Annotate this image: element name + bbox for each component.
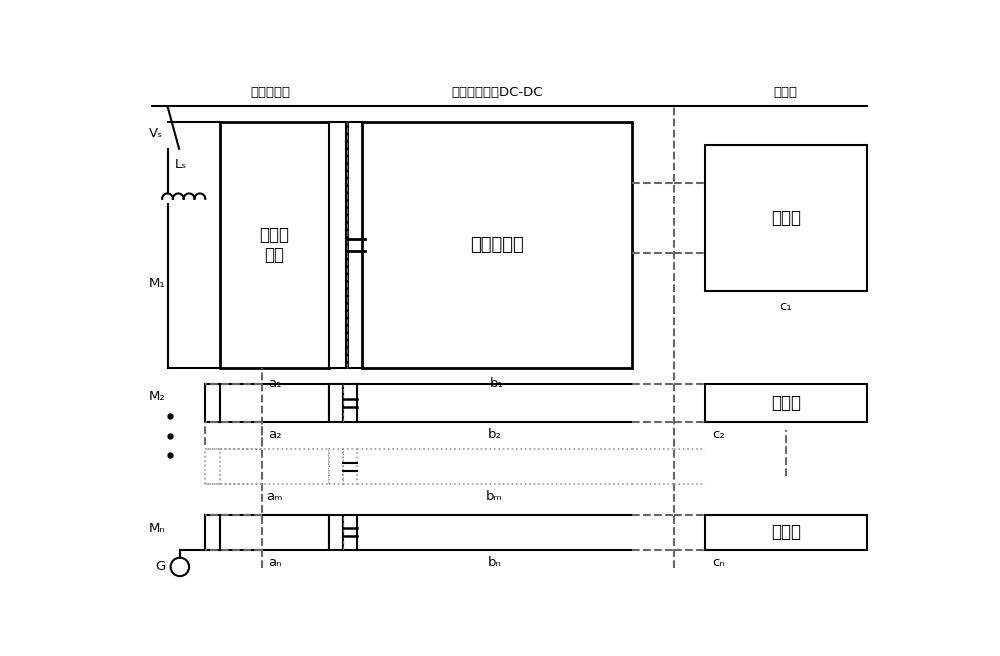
Text: 输出级: 输出级 <box>771 209 801 227</box>
Text: aₙ: aₙ <box>268 556 281 569</box>
Text: cₙ: cₙ <box>713 556 725 569</box>
Text: 中频隔离双向DC-DC: 中频隔离双向DC-DC <box>451 86 543 99</box>
Text: a₂: a₂ <box>268 428 281 441</box>
Text: c₂: c₂ <box>713 428 725 441</box>
Text: G: G <box>156 560 166 573</box>
Text: c₁: c₁ <box>780 300 792 314</box>
Text: M₂: M₂ <box>149 390 166 403</box>
Bar <box>329 449 343 483</box>
Bar <box>220 514 329 550</box>
Text: 级联整流器: 级联整流器 <box>250 86 290 99</box>
Text: aₘ: aₘ <box>266 490 283 503</box>
Bar <box>220 449 329 483</box>
Text: 输出级: 输出级 <box>774 86 798 99</box>
Text: a₁: a₁ <box>268 377 281 390</box>
Text: 输出级: 输出级 <box>771 523 801 541</box>
Bar <box>362 122 632 368</box>
Text: 中频隔离级: 中频隔离级 <box>470 236 524 254</box>
Text: b₁: b₁ <box>490 377 504 390</box>
Bar <box>705 384 867 422</box>
Bar <box>343 384 357 422</box>
Bar <box>329 514 343 550</box>
Bar <box>220 384 329 422</box>
Text: Mₙ: Mₙ <box>149 522 166 535</box>
Text: b₂: b₂ <box>487 428 501 441</box>
Bar <box>348 122 365 368</box>
Text: bₘ: bₘ <box>486 490 503 503</box>
Text: Vₛ: Vₛ <box>149 127 163 140</box>
Text: M₁: M₁ <box>149 277 166 290</box>
Bar <box>329 384 343 422</box>
Bar <box>343 514 357 550</box>
Text: 输出级: 输出级 <box>771 394 801 412</box>
Bar <box>705 145 867 291</box>
Bar <box>220 122 329 368</box>
Bar <box>343 449 357 483</box>
Bar <box>705 514 867 550</box>
Text: Lₛ: Lₛ <box>175 157 187 171</box>
Text: bₙ: bₙ <box>487 556 501 569</box>
Text: 整流输
入级: 整流输 入级 <box>260 226 290 264</box>
Bar <box>329 122 346 368</box>
